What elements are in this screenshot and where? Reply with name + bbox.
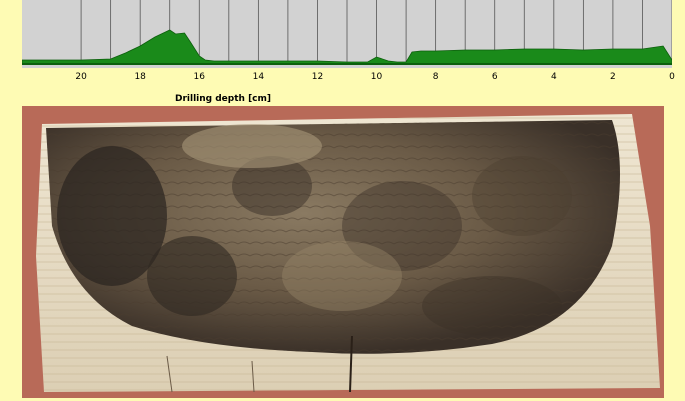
- x-tick-label: 18: [134, 72, 146, 82]
- x-tick-label: 16: [193, 72, 205, 82]
- x-tick-label: 6: [491, 72, 498, 82]
- series-area: [22, 29, 672, 65]
- x-tick-label: 4: [550, 72, 557, 82]
- x-tick-label: 8: [432, 72, 439, 82]
- x-tick-label: 10: [370, 72, 383, 82]
- wood-photo-svg: [36, 114, 660, 393]
- x-axis-label: Drilling depth [cm]: [175, 94, 272, 104]
- x-tick-label: 0: [669, 72, 675, 82]
- x-tick-label: 20: [75, 72, 87, 82]
- x-tick-label: 14: [252, 72, 265, 82]
- x-tick-label: 12: [311, 72, 324, 82]
- chart-svg: [22, 0, 672, 65]
- drilling-resistance-chart: [22, 0, 672, 68]
- x-tick-label: 2: [610, 72, 616, 82]
- wood-cross-section-photo: [22, 106, 664, 398]
